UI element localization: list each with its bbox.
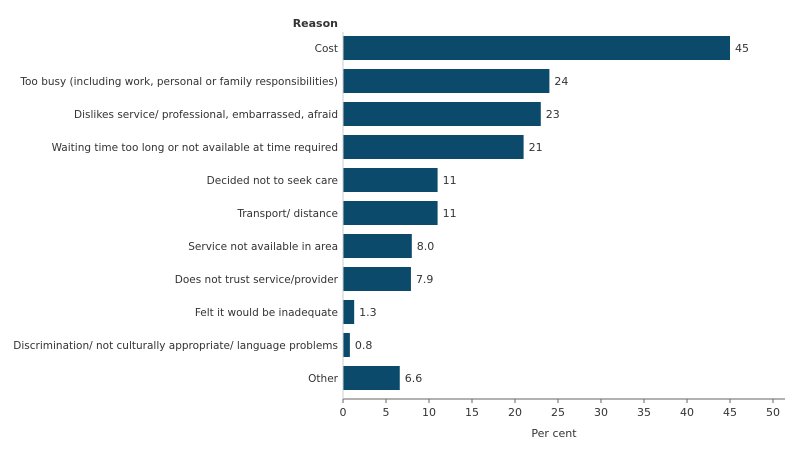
x-tick-label: 5 bbox=[383, 406, 390, 419]
data-label: 7.9 bbox=[416, 273, 434, 286]
category-label: Other bbox=[308, 373, 338, 385]
x-tick-label: 15 bbox=[465, 406, 479, 419]
y-axis-title: Reason bbox=[293, 17, 338, 30]
bars-layer bbox=[343, 36, 730, 390]
bar bbox=[343, 168, 438, 192]
category-label: Transport/ distance bbox=[236, 208, 338, 220]
category-label: Service not available in area bbox=[188, 241, 338, 253]
x-axis-ticks: 0 5 10 15 20 25 30 35 40 45 50 bbox=[340, 399, 780, 419]
x-axis-title: Per cent bbox=[531, 427, 577, 440]
data-label: 6.6 bbox=[405, 372, 423, 385]
bar bbox=[343, 201, 438, 225]
data-label: 11 bbox=[443, 174, 457, 187]
data-label: 23 bbox=[546, 108, 560, 121]
value-labels: 45 24 23 21 11 11 8.0 7.9 1.3 0.8 6.6 bbox=[355, 42, 749, 385]
data-label: 0.8 bbox=[355, 339, 373, 352]
data-label: 45 bbox=[735, 42, 749, 55]
bar bbox=[343, 267, 411, 291]
bar bbox=[343, 333, 350, 357]
bar bbox=[343, 102, 541, 126]
x-tick-label: 0 bbox=[340, 406, 347, 419]
data-label: 24 bbox=[554, 75, 568, 88]
data-label: 8.0 bbox=[417, 240, 435, 253]
x-tick-label: 50 bbox=[766, 406, 780, 419]
x-tick-label: 45 bbox=[723, 406, 737, 419]
bar bbox=[343, 234, 412, 258]
data-label: 1.3 bbox=[359, 306, 377, 319]
category-label: Does not trust service/provider bbox=[175, 274, 339, 286]
category-labels: Cost Too busy (including work, personal o… bbox=[13, 43, 338, 385]
x-tick-label: 40 bbox=[680, 406, 694, 419]
data-label: 21 bbox=[529, 141, 543, 154]
category-label: Felt it would be inadequate bbox=[195, 307, 338, 319]
data-label: 11 bbox=[443, 207, 457, 220]
category-label: Too busy (including work, personal or fa… bbox=[19, 76, 338, 88]
x-tick-label: 30 bbox=[594, 406, 608, 419]
category-label: Dislikes service/ professional, embarras… bbox=[74, 109, 338, 121]
x-tick-label: 10 bbox=[422, 406, 436, 419]
bar bbox=[343, 366, 400, 390]
bar bbox=[343, 69, 550, 93]
bar bbox=[343, 300, 355, 324]
x-tick-label: 25 bbox=[551, 406, 565, 419]
category-label: Waiting time too long or not available a… bbox=[52, 142, 338, 154]
bar bbox=[343, 135, 524, 159]
category-label: Discrimination/ not culturally appropria… bbox=[13, 340, 338, 352]
category-label: Decided not to seek care bbox=[207, 175, 338, 187]
category-label: Cost bbox=[315, 43, 338, 55]
bar bbox=[343, 36, 730, 60]
x-tick-label: 20 bbox=[508, 406, 522, 419]
x-tick-label: 35 bbox=[637, 406, 651, 419]
